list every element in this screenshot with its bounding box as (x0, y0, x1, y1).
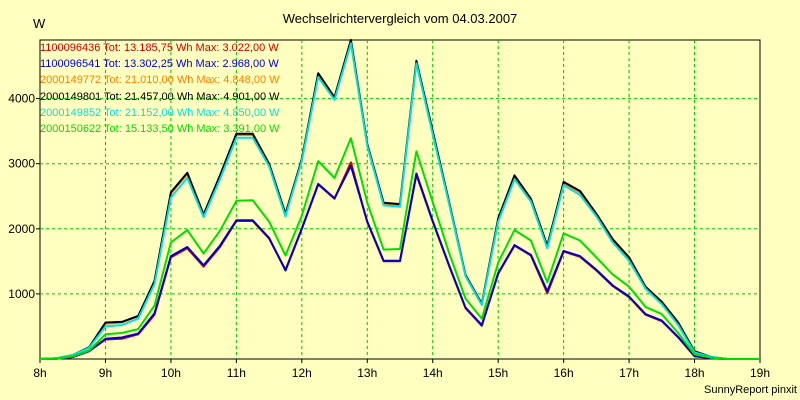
y-tick-label: 2000 (8, 222, 35, 236)
x-tick-label: 19h (750, 366, 770, 380)
x-tick-label: 15h (488, 366, 508, 380)
chart-title: Wechselrichtervergleich vom 04.03.2007 (282, 11, 518, 26)
chart-legend: 1100096436 Tot: 13.185,75 Wh Max: 3.022,… (40, 40, 280, 137)
x-tick-label: 8h (33, 366, 46, 380)
y-tick-label: 1000 (8, 287, 35, 301)
series-line-2 (39, 164, 760, 360)
plot-frame (39, 39, 761, 360)
x-tick-label: 9h (99, 366, 112, 380)
series-line-5 (39, 42, 760, 360)
x-tick-label: 12h (292, 366, 312, 380)
x-tick-label: 17h (619, 366, 639, 380)
y-tick-label: 4000 (8, 92, 35, 106)
legend-entry-6: 2000150622 Tot: 15.133,50 Wh Max: 3.391,… (40, 123, 280, 136)
legend-entry-4: 2000149801 Tot: 21.457,00 Wh Max: 4.901,… (40, 90, 280, 103)
legend-entry-5: 2000149852 Tot: 21.152,00 Wh Max: 4.850,… (40, 106, 280, 119)
x-tick-label: 14h (423, 366, 443, 380)
x-tick-label: 18h (685, 366, 705, 380)
legend-entry-2: 1100096541 Tot: 13.302,25 Wh Max: 2.968,… (40, 58, 279, 71)
x-tick-label: 11h (227, 366, 246, 380)
x-tick-label: 10h (161, 366, 181, 380)
footer-credit: SunnyReport pinxit (704, 384, 797, 396)
x-tick-label: 16h (554, 366, 574, 380)
y-axis-unit-label: W (33, 16, 46, 31)
legend-entry-3: 2000149772 Tot: 21.010,00 Wh Max: 4.848,… (40, 74, 280, 87)
y-tick-label: 3000 (8, 157, 35, 171)
legend-entry-1: 1100096436 Tot: 13.185,75 Wh Max: 3.022,… (40, 42, 279, 54)
series-line-6 (39, 137, 760, 360)
x-tick-label: 13h (357, 366, 377, 380)
